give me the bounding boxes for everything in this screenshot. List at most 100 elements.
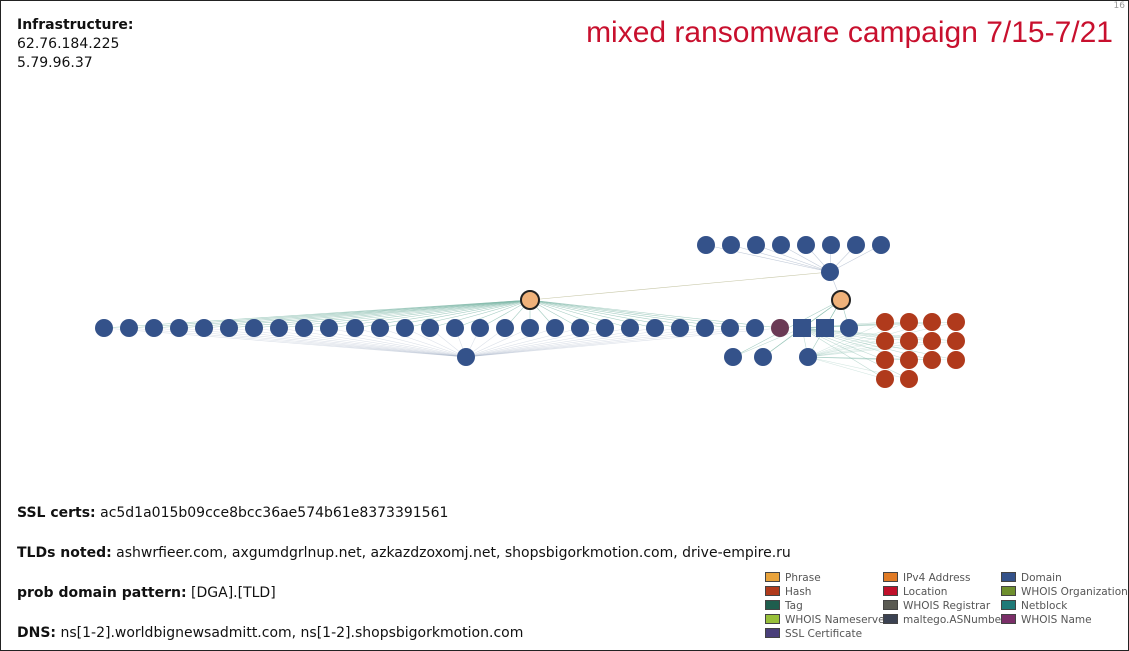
domain-node (772, 236, 790, 254)
domain-node (521, 319, 539, 337)
domain-node (799, 348, 817, 366)
domain-node (346, 319, 364, 337)
legend-item: WHOIS Name (1001, 613, 1092, 627)
graph-edge (730, 244, 831, 273)
legend-item: WHOIS Registrar (883, 599, 990, 613)
graph-edge (278, 299, 531, 329)
legend-item: IPv4 Address (883, 571, 970, 585)
hash-node (876, 313, 894, 331)
domain-node (847, 236, 865, 254)
graph-edge (529, 299, 781, 329)
domain-node (671, 319, 689, 337)
legend-swatch (765, 586, 780, 596)
domain-node (596, 319, 614, 337)
graph-edge (465, 327, 706, 358)
graph-edge (103, 327, 467, 358)
dns-label: DNS: (17, 625, 57, 641)
graph-edge (429, 299, 531, 329)
graph-edge (454, 299, 531, 329)
hash-node (923, 332, 941, 350)
graph-edge (404, 327, 467, 358)
graph-edge (732, 327, 803, 358)
hash-node (876, 332, 894, 350)
graph-edge (807, 356, 886, 361)
graph-edge (755, 244, 831, 273)
legend-swatch (1001, 586, 1016, 596)
tlds-line: TLDs noted: ashwrfieer.com, axgumdgrlnup… (17, 545, 791, 561)
legend-item: SSL Certificate (765, 627, 862, 641)
legend-swatch (765, 614, 780, 624)
legend-label: Hash (785, 586, 812, 598)
domain-node (797, 236, 815, 254)
graph-edge (228, 327, 467, 358)
domain-node (747, 236, 765, 254)
legend-swatch (883, 572, 898, 582)
graph-edge (153, 299, 531, 329)
legend-swatch (765, 572, 780, 582)
domain-square-node (816, 319, 834, 337)
legend-label: Domain (1021, 572, 1062, 584)
graph-edge (529, 299, 631, 329)
domain-pattern-line: prob domain pattern: [DGA].[TLD] (17, 585, 276, 601)
corner-mark: 16 (1113, 1, 1125, 11)
legend-item: WHOIS Organization (1001, 585, 1128, 599)
legend-label: Phrase (785, 572, 821, 584)
domain-node (446, 319, 464, 337)
domain-node (872, 236, 890, 254)
domain-node (821, 263, 839, 281)
domain-node (646, 319, 664, 337)
domain-node (546, 319, 564, 337)
domain-node (320, 319, 338, 337)
hash-node (876, 370, 894, 388)
legend-swatch (883, 614, 898, 624)
domain-node (746, 319, 764, 337)
legend-label: WHOIS Registrar (903, 600, 991, 612)
hash-node (900, 370, 918, 388)
legend-swatch (1001, 572, 1016, 582)
ssl-certs-label: SSL certs: (17, 505, 96, 521)
legend-label: Netblock (1021, 600, 1068, 612)
domain-node (145, 319, 163, 337)
domain-node (724, 348, 742, 366)
legend-item: Domain (1001, 571, 1062, 585)
graph-edge (529, 299, 606, 329)
legend-swatch (765, 600, 780, 610)
domain-node (95, 319, 113, 337)
hash-node (876, 351, 894, 369)
domain-node (754, 348, 772, 366)
domain-node (697, 236, 715, 254)
domain-node (621, 319, 639, 337)
graph-edge (379, 327, 467, 358)
infrastructure-ip: 5.79.96.37 (17, 55, 93, 71)
domain-node (722, 236, 740, 254)
infrastructure-block: Infrastructure: 62.76.184.225 5.79.96.37 (17, 16, 133, 73)
hash-node (900, 351, 918, 369)
hash-node (947, 313, 965, 331)
domain-node (421, 319, 439, 337)
domain-node (571, 319, 589, 337)
legend-item: Netblock (1001, 599, 1067, 613)
graph-edge (253, 299, 531, 329)
domain-node (822, 236, 840, 254)
graph-edge (529, 299, 731, 329)
domain-node (696, 319, 714, 337)
domain-node (195, 319, 213, 337)
legend-label: WHOIS Organization (1021, 586, 1128, 598)
ssl-certs-line: SSL certs: ac5d1a015b09cce8bcc36ae574b61… (17, 505, 448, 521)
dns-value: ns[1-2].worldbignewsadmitt.com, ns[1-2].… (60, 625, 524, 641)
hash-node (947, 332, 965, 350)
domain-node (840, 319, 858, 337)
legend-item: Location (883, 585, 947, 599)
graph-edge (807, 321, 886, 358)
infrastructure-label: Infrastructure: (17, 17, 134, 33)
graph-edge (801, 327, 886, 361)
legend-swatch (1001, 600, 1016, 610)
graph-edge (801, 327, 886, 380)
domain-node (471, 319, 489, 337)
graph-edge (780, 244, 831, 273)
legend-label: WHOIS Name (1021, 614, 1092, 626)
legend-swatch (1001, 614, 1016, 624)
legend-item: Hash (765, 585, 811, 599)
legend-swatch (883, 600, 898, 610)
graph-edge (465, 327, 556, 358)
